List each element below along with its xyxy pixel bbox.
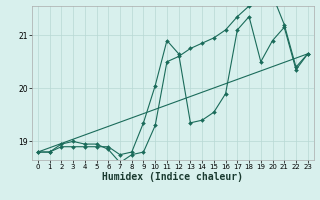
X-axis label: Humidex (Indice chaleur): Humidex (Indice chaleur): [102, 172, 243, 182]
